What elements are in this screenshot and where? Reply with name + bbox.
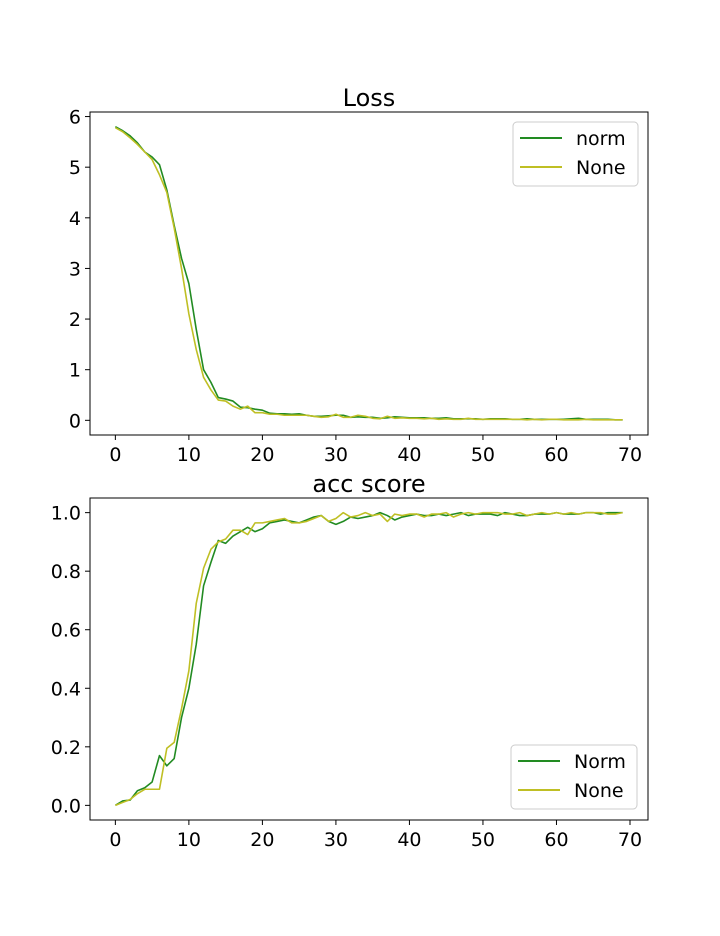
acc-series-layer xyxy=(114,511,623,807)
loss-ytick-label: 2 xyxy=(69,309,81,331)
loss-ytick-label: 0 xyxy=(69,410,81,432)
acc-series-none-line xyxy=(115,511,623,807)
loss-ytick-label: 1 xyxy=(69,360,81,382)
loss-xtick-label: 20 xyxy=(250,444,274,466)
loss-ytick-label: 6 xyxy=(69,107,81,129)
acc-legend-norm-label: Norm xyxy=(574,751,626,773)
acc-ytick-label: 1.0 xyxy=(51,503,81,525)
acc-ytick-label: 0.4 xyxy=(51,678,81,700)
loss-xtick-label: 0 xyxy=(109,444,121,466)
loss-xtick-label: 50 xyxy=(471,444,495,466)
acc-xtick-label: 10 xyxy=(177,829,201,851)
loss-y-axis: 0 1 2 3 4 5 6 xyxy=(69,107,90,432)
loss-legend-none-label: None xyxy=(576,157,626,179)
loss-chart: Loss 0 10 20 30 40 50 60 70 0 1 2 3 4 5 6 norm None xyxy=(69,84,649,466)
loss-plot-frame xyxy=(89,111,649,436)
acc-plot-frame xyxy=(89,497,649,821)
acc-ytick-label: 0.0 xyxy=(51,795,81,817)
loss-xtick-label: 10 xyxy=(177,444,201,466)
acc-legend-none-label: None xyxy=(574,780,624,802)
loss-xtick-label: 60 xyxy=(544,444,568,466)
loss-ytick-label: 5 xyxy=(69,157,81,179)
loss-legend-norm-label: norm xyxy=(576,128,626,150)
acc-xtick-label: 60 xyxy=(544,829,568,851)
acc-ytick-label: 0.8 xyxy=(51,561,81,583)
acc-ytick-label: 0.6 xyxy=(51,620,81,642)
loss-legend: norm None xyxy=(512,121,639,187)
acc-xtick-label: 50 xyxy=(471,829,495,851)
acc-xtick-label: 40 xyxy=(397,829,421,851)
acc-y-axis: 0.0 0.2 0.4 0.6 0.8 1.0 xyxy=(51,503,90,817)
acc-chart-title: acc score xyxy=(312,470,425,498)
acc-ytick-label: 0.2 xyxy=(51,737,81,759)
loss-ytick-label: 4 xyxy=(69,208,81,230)
loss-chart-title: Loss xyxy=(343,84,396,112)
acc-x-axis: 0 10 20 30 40 50 60 70 xyxy=(109,820,642,851)
loss-series-layer xyxy=(114,125,623,421)
acc-xtick-label: 70 xyxy=(618,829,642,851)
loss-xtick-label: 40 xyxy=(397,444,421,466)
acc-xtick-label: 30 xyxy=(324,829,348,851)
loss-xtick-label: 30 xyxy=(324,444,348,466)
loss-x-axis: 0 10 20 30 40 50 60 70 xyxy=(109,435,642,466)
loss-series-none-line xyxy=(114,126,623,421)
acc-xtick-label: 0 xyxy=(109,829,121,851)
loss-xtick-label: 70 xyxy=(618,444,642,466)
acc-xtick-label: 20 xyxy=(250,829,274,851)
acc-chart: acc score 0 10 20 30 40 50 60 70 0.00.20.40.60.… xyxy=(51,470,649,851)
acc-legend: Norm None xyxy=(510,744,638,810)
loss-ytick-label: 3 xyxy=(69,258,81,280)
